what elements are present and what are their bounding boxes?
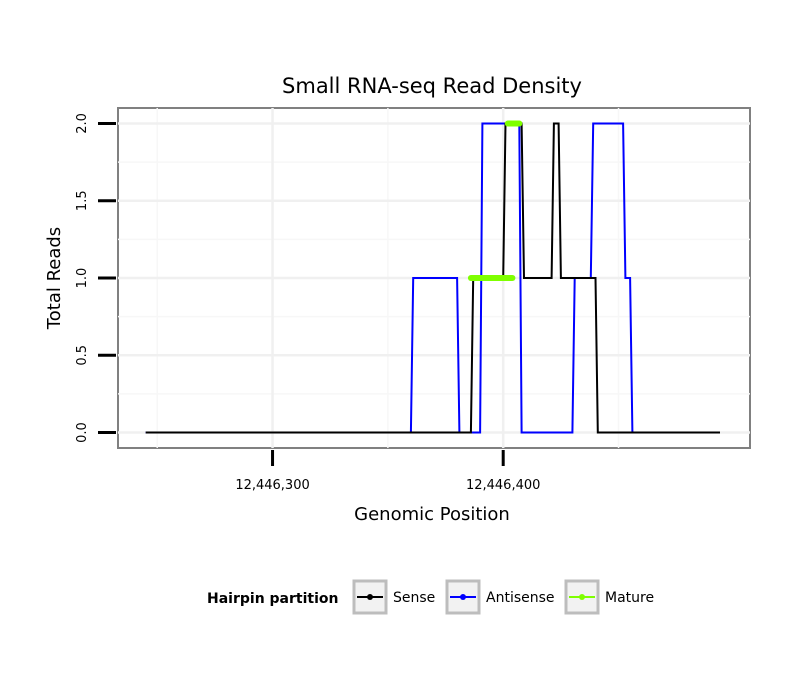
legend-label-sense: Sense <box>393 590 435 606</box>
legend-dot-sense <box>367 594 373 600</box>
y-tick-label: 0.0 <box>75 422 90 443</box>
x-axis-title: Genomic Position <box>354 504 510 525</box>
legend-label-antisense: Antisense <box>486 590 555 606</box>
legend-key-mature <box>564 579 600 615</box>
x-tick-label: 12,446,300 <box>235 478 309 493</box>
y-tick-label: 1.5 <box>75 190 90 211</box>
y-tick-label: 0.5 <box>75 345 90 366</box>
legend-dot-mature <box>579 594 585 600</box>
legend-label-mature: Mature <box>605 590 654 606</box>
x-tick-label: 12,446,400 <box>466 478 540 493</box>
y-axis: 0.0 0.5 1.0 1.5 2.0 <box>75 113 116 443</box>
x-axis: 12,446,300 12,446,400 <box>235 450 540 493</box>
legend: Hairpin partition Sense Antisense Mature <box>207 579 654 615</box>
series-layer <box>145 120 720 434</box>
y-tick-label: 2.0 <box>75 113 90 134</box>
y-axis-title: Total Reads <box>44 227 65 330</box>
legend-title: Hairpin partition <box>207 591 338 607</box>
y-tick-label: 1.0 <box>75 268 90 289</box>
chart-title: Small RNA-seq Read Density <box>282 74 582 98</box>
legend-dot-antisense <box>460 594 466 600</box>
series-line-antisense <box>145 122 634 434</box>
